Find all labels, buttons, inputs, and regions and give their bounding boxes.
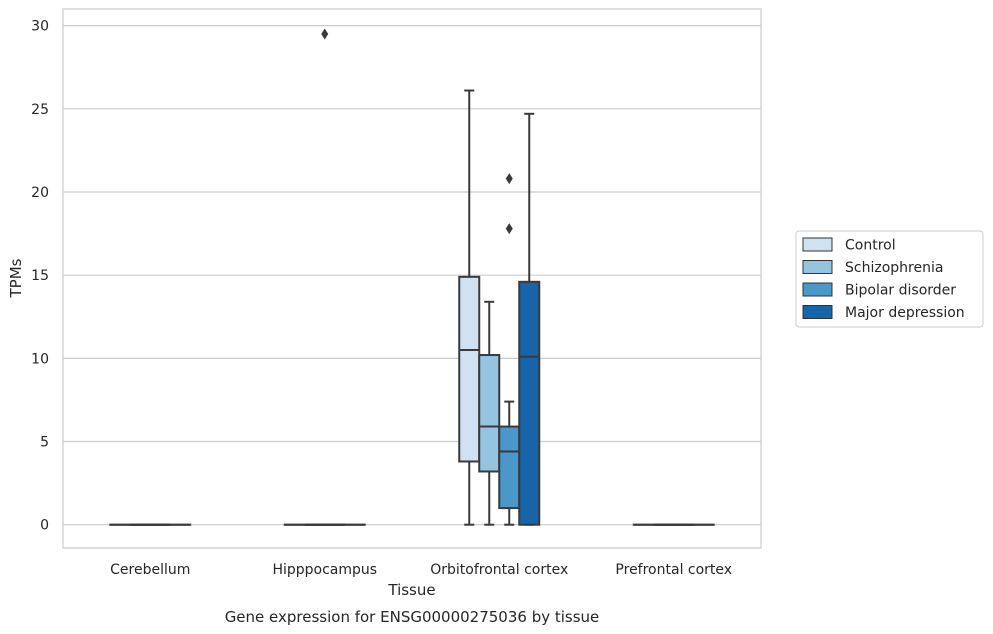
legend-swatch [802,237,833,252]
y-tick-label: 5 [40,435,49,451]
chart-caption: Gene expression for ENSG00000275036 by t… [225,608,600,626]
y-tick-label: 20 [31,185,49,201]
legend-item: Bipolar disorder [802,282,956,299]
y-tick-label: 30 [31,19,49,35]
box [458,275,481,463]
x-axis-label: Tissue [387,581,435,599]
box-plot [283,28,366,526]
grid [63,25,761,526]
box [498,425,521,510]
box-plot [478,300,501,526]
legend-label: Schizophrenia [845,260,943,276]
y-tick-labels: 0 5 10 15 20 25 30 [31,19,49,534]
legend-label: Major depression [845,305,965,321]
x-tick-label: Prefrontal cortex [615,562,732,578]
x-tick-labels: Cerebellum Hipppocampus Orbitofrontal cort… [110,562,732,578]
legend: Control Schizophrenia Bipolar disorder Majo… [795,230,984,328]
legend-label: Control [845,238,896,254]
legend-item: Schizophrenia [802,260,943,276]
legend-swatch [802,305,833,319]
x-tick-label: Hipppocampus [272,562,377,578]
box-plots [109,28,715,526]
legend-frame [795,230,984,328]
plot-area [62,8,762,549]
outlier-point [321,28,329,40]
box-plot [458,89,481,526]
y-tick-label: 0 [40,518,49,534]
legend-swatch [802,260,833,274]
legend-item: Control [802,237,896,254]
outlier-point [505,223,513,235]
legend-item: Major depression [802,305,965,321]
y-axis-label: TPMs [7,258,25,298]
legend-label: Bipolar disorder [845,283,956,299]
box [518,280,541,526]
y-tick-label: 25 [31,102,49,118]
x-tick-label: Orbitofrontal cortex [430,562,568,578]
y-tick-label: 10 [31,351,49,367]
box [478,354,501,473]
legend-swatch [802,282,833,297]
outlier-point [505,173,513,185]
y-tick-label: 15 [31,268,49,284]
x-tick-label: Cerebellum [110,562,190,578]
box-plot [518,112,541,526]
